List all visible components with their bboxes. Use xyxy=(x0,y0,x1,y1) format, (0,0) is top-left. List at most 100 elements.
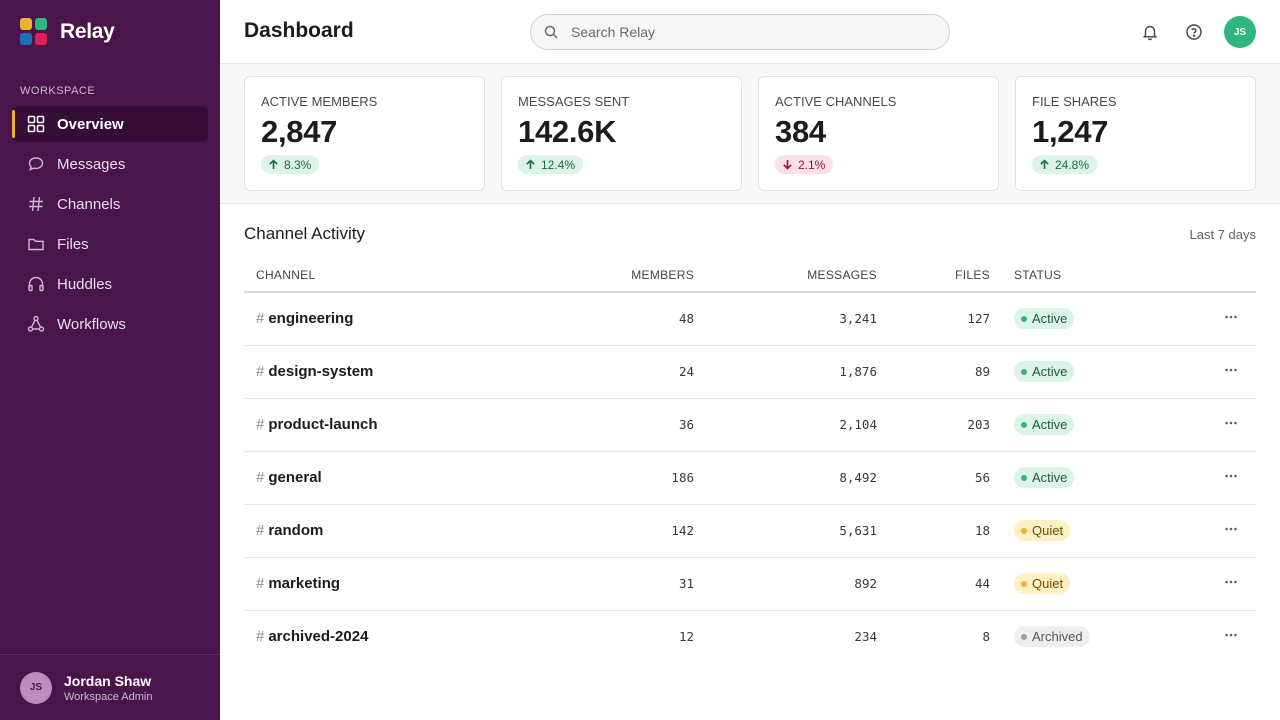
column-header-channel[interactable]: Channel xyxy=(244,258,544,293)
sidebar-item-huddles[interactable]: Huddles xyxy=(12,266,208,302)
app-name: Relay xyxy=(60,20,115,43)
more-horizontal-icon[interactable] xyxy=(1224,522,1238,536)
notifications-bell-icon[interactable] xyxy=(1139,21,1161,43)
stat-delta-value: 24.8% xyxy=(1055,157,1090,172)
status-badge: Quiet xyxy=(1014,573,1071,594)
channel-name[interactable]: random xyxy=(268,522,324,539)
more-horizontal-icon[interactable] xyxy=(1224,416,1238,430)
table-row[interactable]: # product-launch 36 2,104 203 Active xyxy=(244,398,1256,452)
table-row[interactable]: # archived-2024 12 234 8 Archived xyxy=(244,610,1256,663)
channel-cell: # product-launch xyxy=(244,398,544,452)
files-cell: 56 xyxy=(889,451,1002,505)
status-label: Active xyxy=(1032,364,1068,379)
stat-card-active-members[interactable]: Active Members 2,847 8.3% xyxy=(244,76,485,191)
more-horizontal-icon[interactable] xyxy=(1224,575,1238,589)
stat-card-messages-sent[interactable]: Messages Sent 142.6K 12.4% xyxy=(501,76,742,191)
row-actions-cell xyxy=(1152,610,1256,663)
sidebar-nav: Overview Messages Channels Files Huddles xyxy=(12,106,208,346)
row-actions-cell xyxy=(1152,398,1256,452)
search-bar[interactable] xyxy=(530,14,950,50)
channel-name[interactable]: archived-2024 xyxy=(268,628,369,646)
stat-label: File Shares xyxy=(1032,94,1117,109)
status-label: Quiet xyxy=(1032,523,1064,538)
avatar: JS xyxy=(20,671,52,704)
column-header-messages[interactable]: Messages xyxy=(706,258,889,293)
members-cell: 186 xyxy=(544,451,706,505)
table-row[interactable]: # design-system 24 1,876 89 Active xyxy=(244,345,1256,399)
table-row[interactable]: # general 186 8,492 56 Active xyxy=(244,451,1256,505)
status-cell: Active xyxy=(1002,398,1152,452)
messages-cell: 3,241 xyxy=(706,292,889,346)
messages-cell: 2,104 xyxy=(706,398,889,452)
help-icon[interactable] xyxy=(1183,21,1205,43)
grid-icon xyxy=(27,115,45,133)
stat-delta-badge: 12.4% xyxy=(518,155,584,174)
chat-bubble-icon xyxy=(27,155,45,173)
members-cell: 48 xyxy=(544,292,706,346)
status-label: Archived xyxy=(1032,629,1083,645)
brand[interactable]: Relay xyxy=(20,18,115,46)
channel-name[interactable]: product-launch xyxy=(268,416,378,433)
channel-cell: # archived-2024 xyxy=(244,610,544,663)
members-cell: 24 xyxy=(544,345,706,399)
sidebar-item-label: Channels xyxy=(57,195,121,213)
status-badge: Active xyxy=(1014,467,1075,488)
channel-name[interactable]: design-system xyxy=(268,363,374,380)
messages-cell: 892 xyxy=(706,557,889,611)
more-horizontal-icon[interactable] xyxy=(1224,363,1238,377)
status-dot-icon xyxy=(1021,580,1027,587)
user-role: Workspace Admin xyxy=(64,690,153,703)
channel-cell: # engineering xyxy=(244,292,544,346)
column-header-status[interactable]: Status xyxy=(1002,258,1152,293)
current-user[interactable]: JS Jordan Shaw Workspace Admin xyxy=(0,654,220,720)
more-horizontal-icon[interactable] xyxy=(1224,310,1238,324)
status-cell: Active xyxy=(1002,451,1152,505)
column-header-members[interactable]: Members xyxy=(544,258,706,293)
column-header-files[interactable]: Files xyxy=(889,258,1002,293)
sidebar-item-channels[interactable]: Channels xyxy=(12,186,208,222)
hash-icon: # xyxy=(256,363,265,380)
stat-value: 2,847 xyxy=(261,114,338,149)
files-cell: 8 xyxy=(982,629,990,645)
sidebar-item-label: Files xyxy=(57,235,89,253)
date-range-label[interactable]: Last 7 days xyxy=(1189,227,1257,242)
hash-icon: # xyxy=(256,628,265,646)
table-row[interactable]: # marketing 31 892 44 Quiet xyxy=(244,557,1256,611)
channel-name[interactable]: general xyxy=(268,469,322,486)
stats-row: Active Members 2,847 8.3% Messages Sent … xyxy=(220,64,1280,204)
more-horizontal-icon[interactable] xyxy=(1224,628,1238,642)
channel-name[interactable]: engineering xyxy=(268,310,354,328)
table-row[interactable]: # engineering 48 3,241 127 Active xyxy=(244,292,1256,346)
sidebar-item-label: Overview xyxy=(57,115,124,133)
sidebar-item-messages[interactable]: Messages xyxy=(12,146,208,182)
messages-cell: 234 xyxy=(854,629,877,645)
sidebar-item-label: Messages xyxy=(57,155,126,173)
stat-card-file-shares[interactable]: File Shares 1,247 24.8% xyxy=(1015,76,1256,191)
status-dot-icon xyxy=(1021,633,1027,640)
files-cell: 89 xyxy=(889,345,1002,399)
hash-icon: # xyxy=(256,522,265,539)
status-badge: Archived xyxy=(1014,626,1090,648)
avatar[interactable]: JS xyxy=(1224,16,1256,48)
more-horizontal-icon[interactable] xyxy=(1224,469,1238,483)
status-cell: Archived xyxy=(1002,610,1152,663)
stat-label: Active Members xyxy=(261,94,378,109)
status-badge: Active xyxy=(1014,361,1075,382)
sidebar-item-workflows[interactable]: Workflows xyxy=(12,306,208,342)
status-dot-icon xyxy=(1021,527,1027,534)
members-cell: 142 xyxy=(544,504,706,558)
channel-name[interactable]: marketing xyxy=(268,575,341,592)
sidebar-item-files[interactable]: Files xyxy=(12,226,208,262)
table-row[interactable]: # random 142 5,631 18 Quiet xyxy=(244,504,1256,558)
files-cell: 203 xyxy=(889,398,1002,452)
status-cell: Active xyxy=(1002,292,1152,346)
files-cell: 127 xyxy=(889,292,1002,346)
status-label: Active xyxy=(1032,470,1068,485)
stat-card-active-channels[interactable]: Active Channels 384 2.1% xyxy=(758,76,999,191)
stat-value: 384 xyxy=(775,114,826,149)
sidebar-item-overview[interactable]: Overview xyxy=(12,106,208,142)
status-dot-icon xyxy=(1021,474,1027,481)
search-input[interactable] xyxy=(571,24,931,40)
channel-activity-section: Channel Activity Last 7 days Channel Mem… xyxy=(220,204,1280,720)
channel-activity-table: Channel Members Messages Files Status # e… xyxy=(244,258,1256,663)
